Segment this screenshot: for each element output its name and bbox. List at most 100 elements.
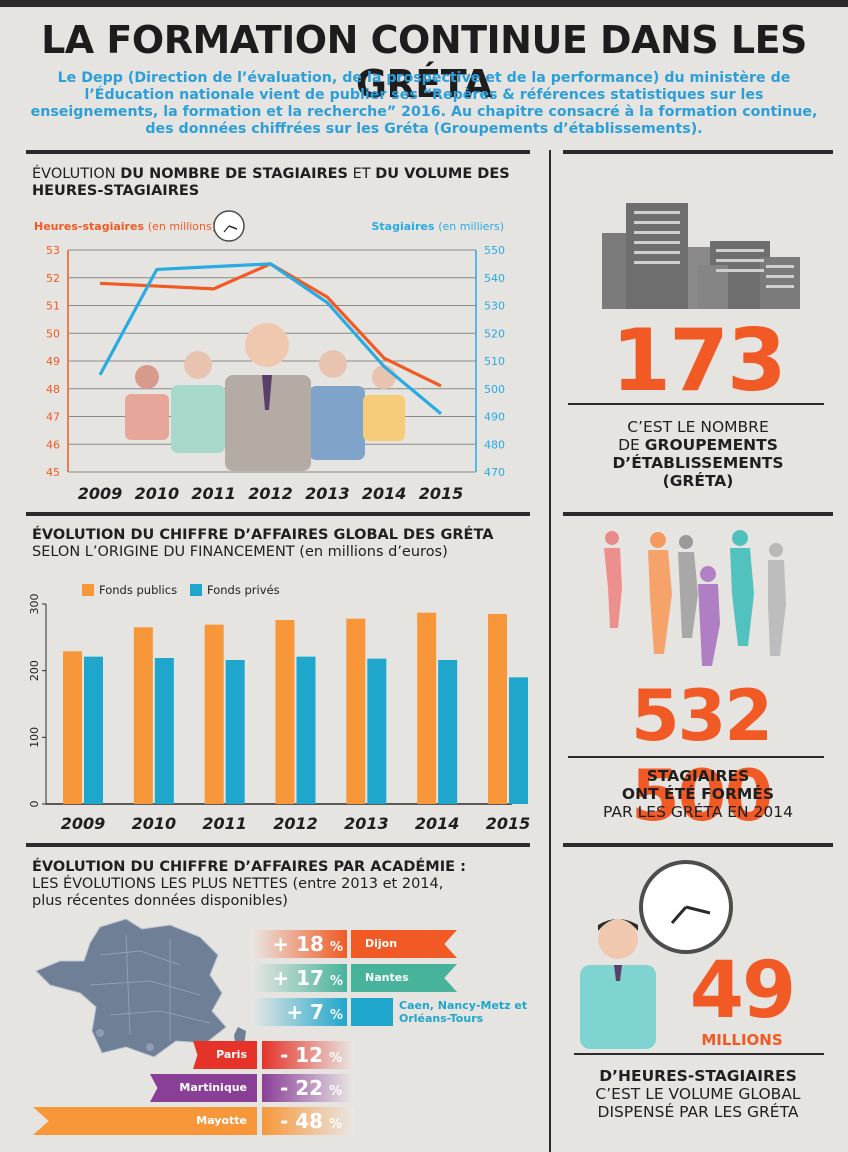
academie-title: Évolution du chiffre d’affaires par acad… [32, 859, 466, 909]
left-tick-label: 49 [46, 355, 60, 368]
person-icon [125, 365, 169, 440]
year-label: 2009 [78, 484, 123, 503]
bar-fonds-prives [367, 658, 387, 804]
right-tick-label: 520 [484, 327, 505, 340]
bar-fonds-prives [225, 660, 245, 804]
bar-fonds-prives [154, 658, 174, 804]
buildings-illustration [602, 203, 800, 309]
bar-chart: Fonds publics Fonds privés 0 100 200 300 20… [28, 583, 531, 833]
rule-section3 [26, 843, 530, 847]
walking-people-illustration [604, 530, 786, 666]
stat3-rule [574, 1053, 824, 1055]
loss-value: - 48% [262, 1107, 354, 1135]
year-label: 2014 [415, 814, 460, 833]
clock-icon [213, 210, 245, 242]
bar-fonds-prives [438, 660, 458, 804]
bar-fonds-prives [296, 656, 316, 804]
left-tick-label: 53 [46, 244, 60, 257]
left-tick-label: 45 [46, 466, 60, 479]
left-tick-label: 47 [46, 411, 60, 424]
building-icon [698, 241, 800, 309]
year-label: 2015 [486, 814, 531, 833]
bar-fonds-prives [509, 677, 528, 804]
left-tick-label: 48 [46, 383, 60, 396]
rule-left-top [26, 150, 530, 154]
rule-right-top [563, 150, 833, 154]
stat-groupements-number: 173 [611, 311, 787, 411]
person-icon [363, 365, 405, 441]
person-icon [678, 535, 698, 638]
year-label: 2011 [202, 814, 247, 833]
building-icon [602, 203, 712, 309]
bar-fonds-prives [84, 656, 103, 804]
y-tick-label: 300 [28, 594, 41, 615]
right-axis-title: Stagiaires (en milliers) [372, 220, 505, 233]
person-icon [309, 350, 365, 460]
loss-academie-name: Mayotte [33, 1107, 257, 1135]
series-line-stagiaires [98, 262, 443, 415]
right-tick-label: 550 [484, 244, 505, 257]
y-tick-label: 200 [28, 660, 41, 681]
person-icon [698, 566, 720, 666]
loss-value: - 22% [262, 1074, 354, 1102]
year-label: 2009 [61, 814, 106, 833]
left-tick-label: 51 [46, 300, 60, 313]
gain-value: + 18% [251, 930, 347, 958]
right-tick-label: 490 [484, 411, 505, 424]
person-icon [580, 919, 656, 1049]
person-icon [730, 530, 754, 646]
year-label: 2012 [273, 814, 318, 833]
person-icon [225, 323, 311, 471]
loss-academie-name: Martinique [150, 1074, 257, 1102]
right-tick-label: 470 [484, 466, 505, 479]
bar-fonds-publics [204, 624, 224, 804]
gain-banner: + 7% Caen, Nancy-Metz et Orléans-Tours [251, 998, 551, 1026]
intro-text: Le Depp (Direction de l’évaluation, de l… [30, 70, 818, 137]
bar-fonds-publics [417, 612, 437, 804]
stat-stagiaires-caption: stagiaires ont été formés par les Gréta … [603, 767, 793, 821]
left-tick-label: 52 [46, 272, 60, 285]
left-tick-label: 46 [46, 438, 60, 451]
gain-banner: + 18% Dijon [251, 930, 551, 958]
gain-academie-name: Caen, Nancy-Metz et Orléans-Tours [399, 999, 528, 1025]
bar-fonds-publics [488, 614, 507, 804]
y-tick-label: 0 [28, 801, 41, 808]
top-bar [0, 0, 848, 7]
clock-icon [639, 860, 733, 954]
year-label: 2013 [344, 814, 389, 833]
clock-person-illustration [580, 860, 733, 1049]
right-tick-label: 530 [484, 300, 505, 313]
gain-value: + 7% [251, 998, 347, 1026]
legend-label-prives: Fonds privés [207, 583, 280, 597]
column-separator [549, 150, 551, 1152]
gain-academie-name: Nantes [351, 964, 457, 992]
bar-fonds-publics [133, 627, 153, 804]
line-chart-title: Évolution du nombre de stagiaires et du … [32, 166, 510, 199]
bar-fonds-publics [63, 651, 82, 804]
person-icon [604, 531, 622, 628]
stat-heures-unit: millions [701, 1031, 783, 1049]
year-label: 2014 [362, 484, 407, 503]
loss-academie-name: Paris [193, 1041, 257, 1069]
stat-heures-number: 49 [689, 946, 797, 1036]
bar-fonds-publics [275, 620, 295, 804]
year-label: 2015 [419, 484, 464, 503]
person-icon [768, 543, 786, 656]
right-tick-label: 510 [484, 355, 505, 368]
gain-color-swatch [351, 998, 393, 1026]
year-label: 2010 [132, 814, 177, 833]
people-illustration [125, 323, 405, 471]
left-tick-label: 50 [46, 327, 60, 340]
legend-swatch-prives [190, 584, 202, 596]
legend: Fonds publics Fonds privés [82, 583, 280, 597]
bar-chart-title: Évolution du chiffre d’affaires global d… [32, 527, 494, 560]
rule-right-3 [563, 843, 833, 847]
stat-groupements-caption: C’est le nombre de groupements d’établis… [612, 418, 784, 490]
legend-swatch-publics [82, 584, 94, 596]
right-tick-label: 480 [484, 438, 505, 451]
year-label: 2010 [135, 484, 180, 503]
rule-right-2 [563, 512, 833, 516]
rule-section2 [26, 512, 530, 516]
stat1-rule [568, 403, 824, 405]
year-label: 2013 [305, 484, 350, 503]
